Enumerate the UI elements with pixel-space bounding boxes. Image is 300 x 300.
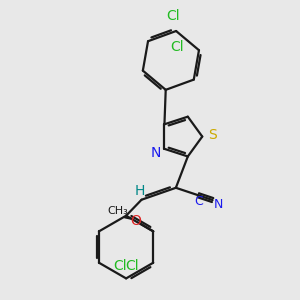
Text: O: O — [130, 214, 141, 228]
Text: CH₃: CH₃ — [107, 206, 128, 216]
Text: Cl: Cl — [113, 259, 127, 273]
Text: C: C — [194, 195, 203, 208]
Text: Cl: Cl — [166, 9, 180, 23]
Text: S: S — [208, 128, 217, 142]
Text: N: N — [213, 198, 223, 211]
Text: Cl: Cl — [125, 259, 139, 273]
Text: H: H — [135, 184, 145, 198]
Text: N: N — [150, 146, 161, 160]
Text: Cl: Cl — [170, 40, 183, 54]
